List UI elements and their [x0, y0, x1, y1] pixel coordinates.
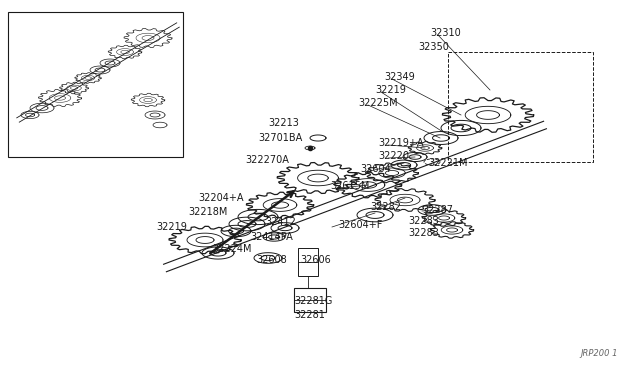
Text: 32283: 32283 — [408, 228, 439, 238]
Text: 32412: 32412 — [265, 217, 296, 227]
Text: 32283: 32283 — [408, 216, 439, 226]
Text: 32281: 32281 — [294, 310, 325, 320]
Bar — [8, 12, 183, 157]
Text: 32225M: 32225M — [358, 98, 397, 108]
Text: 32604: 32604 — [360, 164, 391, 174]
Text: 32224M: 32224M — [212, 244, 252, 254]
Text: 32414PA: 32414PA — [250, 232, 292, 242]
Bar — [298, 248, 318, 276]
Text: 32219: 32219 — [156, 222, 187, 232]
Text: 32606: 32606 — [300, 255, 331, 265]
Text: 32615M: 32615M — [330, 181, 369, 191]
Text: 32310: 32310 — [430, 28, 461, 38]
Text: 32349: 32349 — [384, 72, 415, 82]
Text: 32221M: 32221M — [428, 158, 467, 168]
Text: JRP200 1: JRP200 1 — [580, 349, 618, 358]
Bar — [448, 52, 593, 162]
Text: 32218M: 32218M — [188, 207, 227, 217]
Text: 322270A: 322270A — [245, 155, 289, 165]
Text: 32219: 32219 — [375, 85, 406, 95]
Text: 32220: 32220 — [378, 151, 409, 161]
Text: 32213: 32213 — [268, 118, 299, 128]
Text: 32350: 32350 — [418, 42, 449, 52]
Text: 32282: 32282 — [370, 202, 401, 212]
Text: 32219+A: 32219+A — [378, 138, 424, 148]
Text: 32204+A: 32204+A — [198, 193, 243, 203]
Text: 32604+F: 32604+F — [338, 220, 382, 230]
Text: 32608: 32608 — [256, 255, 287, 265]
Text: 32281G: 32281G — [294, 296, 332, 306]
Text: 32287: 32287 — [422, 205, 453, 215]
Bar — [294, 288, 326, 312]
Text: 32701BA: 32701BA — [258, 133, 302, 143]
